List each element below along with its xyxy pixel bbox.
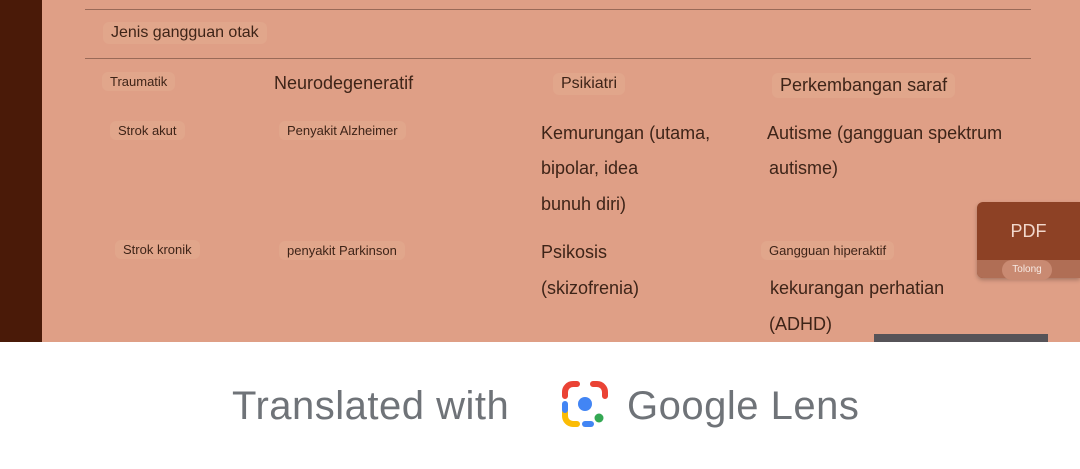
google-lens-icon bbox=[562, 381, 608, 427]
table-cell-r1-c1: Strok akut bbox=[110, 121, 185, 140]
table-top-rule bbox=[85, 9, 1031, 10]
dark-overlay-box bbox=[874, 334, 1048, 342]
document-viewport[interactable]: Jenis gangguan otak Traumatik Neurodegen… bbox=[0, 0, 1080, 342]
pdf-button-label: PDF bbox=[1010, 221, 1047, 241]
table-cell-r2-c1: Strok kronik bbox=[115, 240, 200, 259]
banner-brand-text: Google Lens bbox=[627, 384, 860, 428]
table-cell-r2-c4-line2: kekurangan perhatian bbox=[770, 278, 945, 298]
table-heading: Jenis gangguan otak bbox=[103, 22, 267, 44]
table-cell-r2-c3-line1: Psikosis bbox=[541, 242, 608, 262]
table-header-rule bbox=[85, 58, 1031, 59]
table-cell-r2-c2: penyakit Parkinson bbox=[279, 241, 405, 260]
table-cell-r2-c4-line3: (ADHD) bbox=[769, 314, 832, 334]
pdf-button[interactable]: PDF Tolong bbox=[977, 202, 1080, 280]
translation-banner bbox=[0, 342, 1080, 469]
banner-prefix-text: Translated with bbox=[232, 384, 510, 428]
table-cell-r2-c3-line2: (skizofrenia) bbox=[541, 278, 640, 298]
document-page bbox=[42, 0, 1080, 342]
table-cell-r1-c4-line1: Autisme (gangguan spektrum bbox=[767, 123, 1003, 143]
column-header-neurodegeneratif: Neurodegeneratif bbox=[274, 73, 414, 93]
column-header-traumatik: Traumatik bbox=[102, 72, 176, 91]
pdf-help-chip[interactable]: Tolong bbox=[1002, 260, 1052, 280]
table-cell-r2-c4-line1: Gangguan hiperaktif bbox=[761, 241, 895, 260]
column-header-psikiatri: Psikiatri bbox=[553, 73, 626, 95]
table-cell-r1-c3-line3: bunuh diri) bbox=[541, 194, 627, 214]
table-cell-r1-c3-line1: Kemurungan (utama, bbox=[541, 123, 711, 143]
table-cell-r1-c4-line2: autisme) bbox=[769, 158, 839, 178]
table-cell-r1-c2: Penyakit Alzheimer bbox=[279, 121, 406, 140]
column-header-perkembangan-saraf: Perkembangan saraf bbox=[772, 73, 956, 98]
table-cell-r1-c3-line2: bipolar, idea bbox=[541, 158, 639, 178]
